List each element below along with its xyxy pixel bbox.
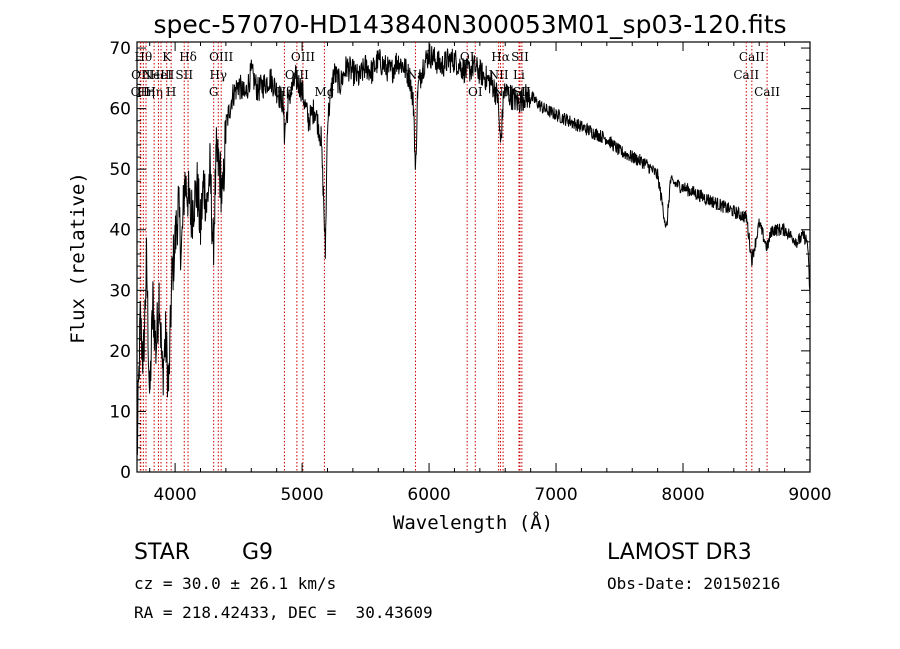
line-marker-label: OIII xyxy=(291,50,315,64)
spectrum-plot: spec-57070-HD143840N300053M01_sp03-120.f… xyxy=(67,10,832,534)
line-marker-label: Hη xyxy=(145,85,163,99)
y-tick-label: 20 xyxy=(109,342,131,362)
object-subclass: G9 xyxy=(242,540,274,565)
line-marker-label: CaII xyxy=(739,50,765,64)
y-tick-label: 40 xyxy=(109,221,131,241)
plot-frame xyxy=(136,41,811,473)
line-marker-label: CaII xyxy=(733,68,759,82)
chart-title: spec-57070-HD143840N300053M01_sp03-120.f… xyxy=(153,10,786,39)
line-marker-label: Hη xyxy=(137,85,155,99)
x-axis-ticks: 4000 5000 6000 7000 8000 9000 xyxy=(149,42,832,505)
survey-label: LAMOST DR3 xyxy=(607,540,752,565)
x-tick-label: 7000 xyxy=(534,485,577,505)
line-marker-label: OI xyxy=(468,85,483,99)
coordinates: RA = 218.42433, DEC = 30.43609 xyxy=(134,603,433,622)
line-marker-label: Hγ xyxy=(209,68,227,82)
y-tick-label: 50 xyxy=(109,160,131,180)
object-class: STAR xyxy=(134,540,191,565)
y-axis-label: Flux (relative) xyxy=(67,172,89,344)
y-tick-label: 60 xyxy=(109,100,131,120)
y-tick-label: 30 xyxy=(109,281,131,301)
y-tick-label: 70 xyxy=(109,39,131,59)
redshift-cz: cz = 30.0 ± 26.1 km/s xyxy=(134,574,337,593)
y-axis-ticks: 0 10 20 30 40 50 60 70 xyxy=(109,39,810,483)
line-marker-label: Hδ xyxy=(179,50,197,64)
x-tick-label: 4000 xyxy=(153,485,196,505)
line-marker-label: SII xyxy=(175,68,193,82)
line-marker-label: H xyxy=(166,85,176,99)
x-tick-label: 8000 xyxy=(661,485,704,505)
line-marker-label: Hθ xyxy=(134,50,152,64)
x-tick-label: 9000 xyxy=(788,485,831,505)
x-tick-label: 5000 xyxy=(280,485,323,505)
observation-date: Obs-Date: 20150216 xyxy=(607,574,781,593)
line-marker-label: NII xyxy=(489,68,509,82)
y-tick-label: 10 xyxy=(109,402,131,422)
line-marker-label: Li xyxy=(513,68,525,82)
x-axis-label: Wavelength (Å) xyxy=(393,511,553,534)
line-marker-label: HeI xyxy=(150,68,173,82)
x-tick-label: 6000 xyxy=(407,485,450,505)
y-tick-label: 0 xyxy=(120,463,131,483)
line-marker-label: Hα xyxy=(491,50,510,64)
line-marker-label: G xyxy=(209,85,219,99)
line-marker-label: CaII xyxy=(754,85,780,99)
spectrum-series-line xyxy=(136,43,811,456)
line-marker-label: SII xyxy=(511,50,529,64)
line-marker-label: K xyxy=(162,50,172,64)
line-marker-label: OIII xyxy=(209,50,233,64)
